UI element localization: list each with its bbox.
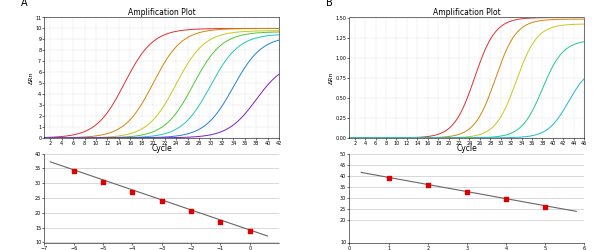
Title: Cycle: Cycle [151, 144, 172, 153]
Point [501, 197, 511, 201]
Title: Amplification Plot: Amplification Plot [128, 8, 196, 17]
Point [462, 190, 471, 194]
Title: Cycle: Cycle [457, 144, 477, 153]
Text: B: B [326, 0, 333, 8]
Point [127, 190, 137, 194]
Title: Amplification Plot: Amplification Plot [433, 8, 500, 17]
Point [69, 169, 78, 173]
Point [186, 209, 196, 213]
Point [540, 205, 550, 209]
Point [423, 183, 432, 187]
Point [216, 220, 225, 224]
Point [245, 229, 254, 233]
Point [384, 176, 393, 180]
Y-axis label: ΔRn: ΔRn [28, 72, 34, 84]
Point [98, 180, 108, 184]
Point [157, 199, 167, 203]
Text: A: A [21, 0, 28, 8]
Y-axis label: ΔRn: ΔRn [329, 72, 334, 84]
